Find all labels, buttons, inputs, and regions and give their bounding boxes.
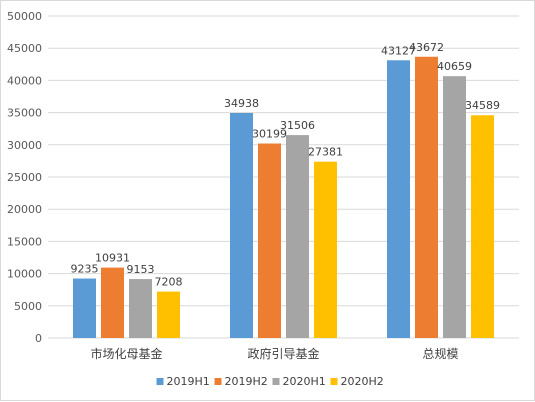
legend-label: 2019H2 (225, 375, 268, 388)
data-label: 31506 (280, 119, 315, 132)
legend-label: 2019H1 (167, 375, 210, 388)
bar (314, 161, 337, 338)
y-tick-label: 30000 (7, 139, 42, 152)
data-label: 43672 (409, 41, 444, 54)
gridlines (48, 15, 519, 339)
data-label: 40659 (437, 60, 472, 73)
bar (258, 143, 281, 338)
bar (101, 267, 124, 338)
bar (471, 115, 494, 338)
legend-label: 2020H2 (341, 375, 384, 388)
bar (387, 60, 410, 339)
legend-swatch (156, 378, 164, 385)
data-label: 9153 (127, 263, 155, 276)
y-axis-ticks: 0 5000 10000 15000 20000 25000 30000 35000 40000… (7, 10, 42, 345)
bar (443, 76, 466, 338)
x-category-label: 政府引导基金 (247, 346, 319, 361)
data-label: 30199 (252, 128, 287, 141)
bar (129, 279, 152, 338)
data-label: 27381 (308, 146, 343, 159)
y-tick-label: 40000 (7, 74, 42, 87)
y-tick-label: 20000 (7, 203, 42, 216)
bar (286, 135, 309, 338)
y-tick-label: 5000 (14, 300, 42, 313)
x-axis-categories: 市场化母基金 政府引导基金 总规模 (90, 346, 458, 361)
bar (157, 291, 180, 338)
y-tick-label: 35000 (7, 107, 42, 120)
legend-swatch (272, 378, 280, 385)
legend-item: 2019H1 (156, 375, 210, 388)
data-label: 43127 (381, 44, 416, 57)
legend-swatch (214, 378, 222, 385)
data-label: 7208 (155, 276, 183, 289)
legend-label: 2020H1 (283, 375, 326, 388)
legend-item: 2019H2 (214, 375, 268, 388)
y-tick-label: 0 (35, 332, 42, 345)
legend-swatch (330, 378, 338, 385)
data-label: 9235 (71, 263, 99, 276)
legend-item: 2020H2 (330, 375, 384, 388)
data-label: 34938 (224, 97, 259, 110)
y-tick-label: 50000 (7, 10, 42, 23)
legend-item: 2020H1 (272, 375, 326, 388)
bars (73, 56, 494, 339)
y-tick-label: 45000 (7, 42, 42, 55)
y-tick-label: 25000 (7, 171, 42, 184)
legend: 2019H1 2019H2 2020H1 2020H2 (156, 375, 384, 388)
x-category-label: 市场化母基金 (90, 346, 162, 361)
bar (73, 278, 96, 338)
bar (230, 112, 253, 338)
data-label: 10931 (95, 252, 130, 265)
x-category-label: 总规模 (422, 346, 458, 361)
data-label: 34589 (465, 99, 500, 112)
y-tick-label: 10000 (7, 268, 42, 281)
y-tick-label: 15000 (7, 235, 42, 248)
bar (415, 56, 438, 338)
